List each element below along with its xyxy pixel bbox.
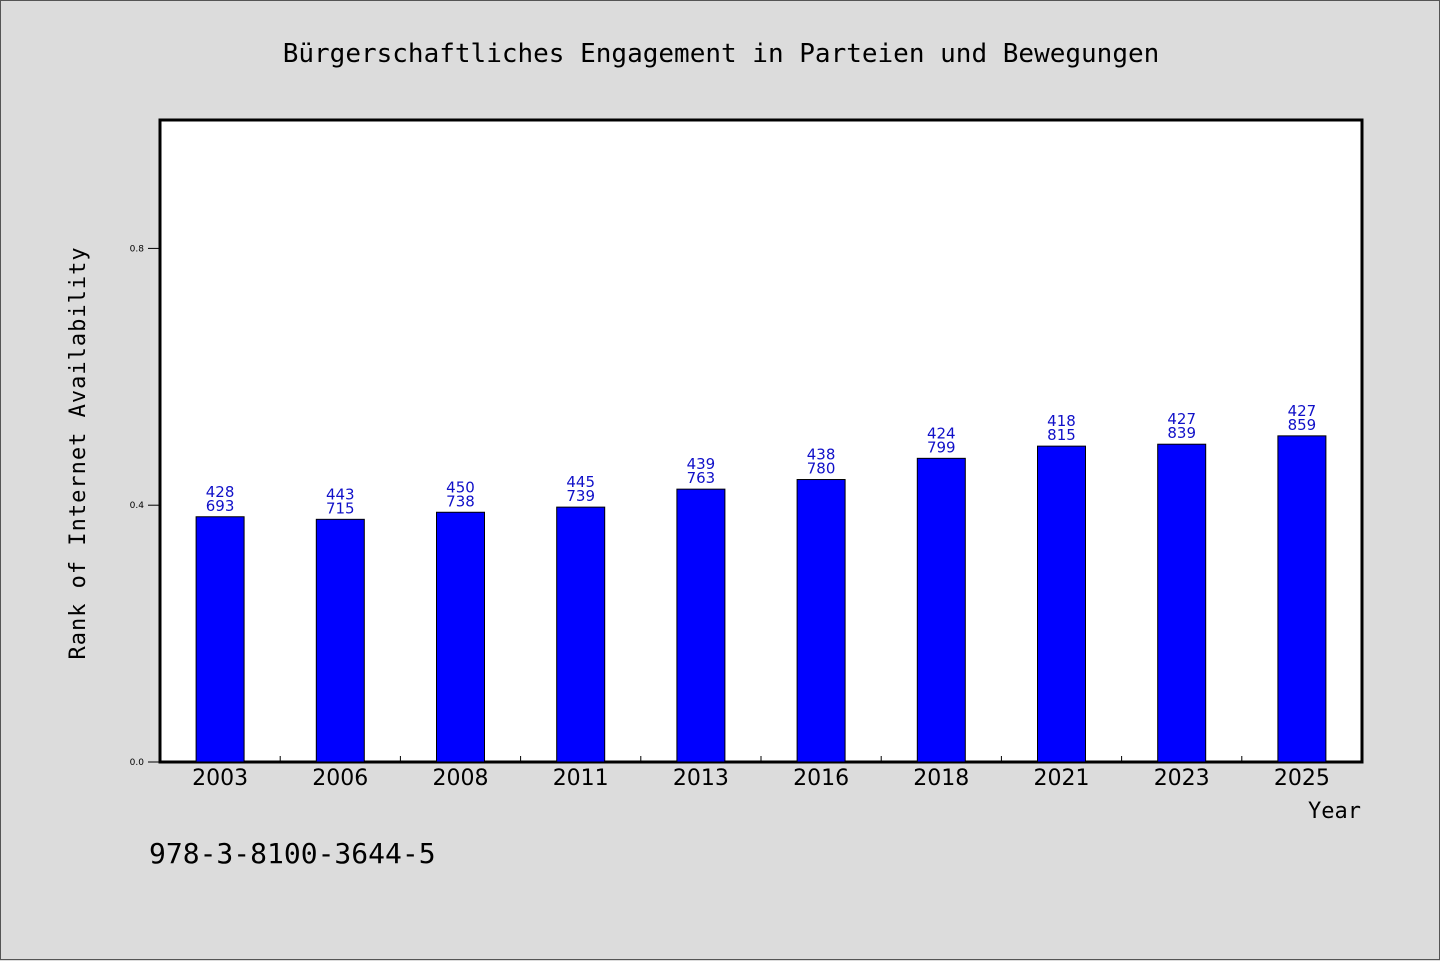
bar-label-bottom-2011: 739 xyxy=(566,487,595,505)
y-axis: 0.0 0.4 0.8 xyxy=(130,244,160,768)
bar-2018 xyxy=(916,457,966,763)
bar-label-bottom-2008: 738 xyxy=(446,492,475,510)
bar-label-top-2013: 439 xyxy=(687,455,716,473)
bar-2023 xyxy=(1157,443,1207,763)
bar-label-top-2006: 443 xyxy=(326,485,355,503)
bar-label-bottom-2018: 799 xyxy=(927,438,956,456)
bar-label-bottom-2016: 780 xyxy=(807,460,836,478)
bar-2003 xyxy=(195,516,245,763)
bar-label-top-2003: 428 xyxy=(206,483,235,501)
x-axis-label: Year xyxy=(1308,799,1361,824)
bar-2006 xyxy=(315,518,365,763)
bar-label-bottom-2025: 859 xyxy=(1288,416,1317,434)
bar-2021 xyxy=(1037,445,1086,763)
isbn-text: 978-3-8100-3644-5 xyxy=(149,837,436,870)
chart-title: Bürgerschaftliches Engagement in Parteie… xyxy=(283,39,1160,69)
bar-label-top-2018: 424 xyxy=(927,424,956,442)
bar-label-top-2021: 418 xyxy=(1047,412,1076,430)
x-tick-label-2011: 2011 xyxy=(553,766,609,791)
bar-2013 xyxy=(676,488,726,763)
x-tick-label-2008: 2008 xyxy=(433,766,489,791)
bar-label-bottom-2023: 839 xyxy=(1167,424,1196,442)
x-tick-label-2016: 2016 xyxy=(793,766,849,791)
y-tick-label-0.0: 0.0 xyxy=(130,758,145,768)
bar-2016 xyxy=(796,479,846,763)
x-tick-label-2023: 2023 xyxy=(1154,766,1210,791)
x-tick-label-2021: 2021 xyxy=(1034,766,1090,791)
x-axis: 2003 2006 2008 2011 2013 2016 2018 2021 2023 2025 xyxy=(192,756,1330,791)
y-axis-label: Rank of Internet Availability xyxy=(66,246,91,659)
x-tick-label-2025: 2025 xyxy=(1274,766,1330,791)
bar-label-top-2008: 450 xyxy=(446,478,475,496)
bar-label-bottom-2021: 815 xyxy=(1047,426,1076,444)
x-tick-label-2018: 2018 xyxy=(913,766,969,791)
x-tick-label-2006: 2006 xyxy=(312,766,368,791)
bar-label-top-2011: 445 xyxy=(566,473,595,491)
bar-label-top-2023: 427 xyxy=(1167,410,1196,428)
bar-label-top-2016: 438 xyxy=(807,446,836,464)
bar-label-bottom-2013: 763 xyxy=(687,469,716,487)
x-tick-label-2003: 2003 xyxy=(192,766,248,791)
bar-label-top-2025: 427 xyxy=(1288,402,1317,420)
y-tick-label-0.4: 0.4 xyxy=(130,501,145,511)
bars-layer xyxy=(195,435,1327,763)
y-tick-label-0.8: 0.8 xyxy=(130,244,145,254)
bar-label-bottom-2006: 715 xyxy=(326,499,355,517)
x-tick-label-2013: 2013 xyxy=(673,766,729,791)
bar-label-bottom-2003: 693 xyxy=(206,497,235,515)
bar-2011 xyxy=(556,506,606,763)
bar-2025 xyxy=(1277,435,1327,763)
bar-2008 xyxy=(436,511,485,763)
